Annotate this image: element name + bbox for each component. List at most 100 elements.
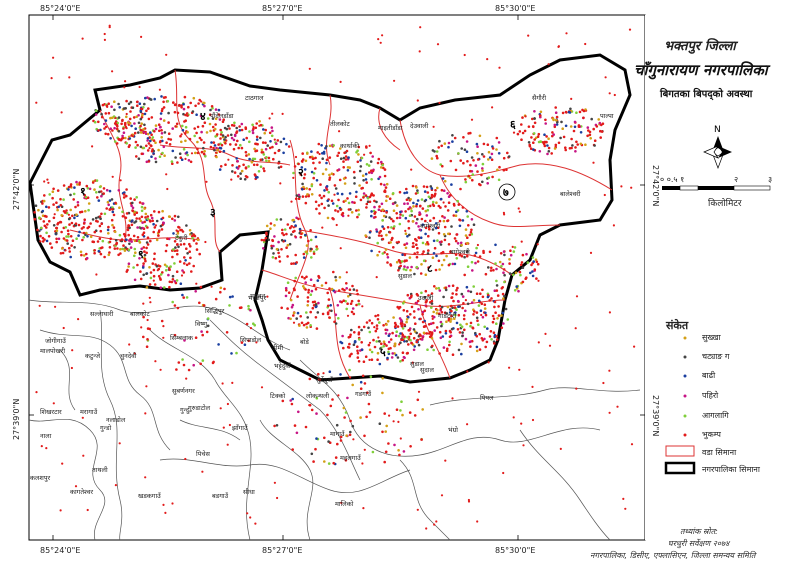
- disaster-point: [370, 171, 374, 175]
- disaster-point: [350, 211, 354, 214]
- disaster-point: [423, 190, 427, 193]
- disaster-point: [292, 314, 295, 317]
- disaster-point: [439, 206, 442, 209]
- disaster-point: [557, 45, 560, 49]
- disaster-point: [433, 329, 437, 332]
- disaster-point: [335, 423, 339, 427]
- disaster-point: [411, 220, 415, 223]
- disaster-point: [162, 119, 166, 122]
- disaster-point: [438, 101, 441, 104]
- disaster-point: [502, 156, 506, 160]
- disaster-point: [252, 322, 255, 326]
- disaster-point: [356, 345, 359, 349]
- disaster-point: [476, 243, 479, 247]
- disaster-point: [145, 160, 149, 164]
- disaster-point: [430, 157, 434, 160]
- disaster-point: [382, 227, 386, 230]
- disaster-point: [376, 318, 380, 321]
- disaster-point: [495, 284, 499, 287]
- disaster-point: [91, 240, 94, 243]
- disaster-point: [228, 304, 231, 307]
- disaster-point: [374, 329, 378, 333]
- disaster-point: [334, 209, 337, 212]
- disaster-point: [383, 190, 386, 193]
- disaster-point: [76, 204, 80, 207]
- disaster-point: [551, 131, 554, 134]
- disaster-point: [136, 226, 139, 229]
- disaster-point: [111, 116, 114, 119]
- disaster-point: [48, 219, 51, 223]
- disaster-point: [382, 214, 386, 218]
- disaster-point: [427, 249, 430, 252]
- disaster-point: [289, 298, 293, 302]
- disaster-point: [418, 228, 422, 232]
- disaster-point: [532, 141, 535, 144]
- disaster-point: [392, 316, 395, 319]
- disaster-point: [247, 339, 250, 343]
- disaster-point: [287, 291, 291, 295]
- disaster-point: [530, 263, 533, 267]
- legend-item-ward-boundary: वडा सिमाना: [702, 448, 737, 457]
- disaster-point: [275, 142, 278, 145]
- disaster-point: [139, 131, 143, 134]
- disaster-point: [203, 121, 207, 124]
- disaster-point: [497, 141, 501, 144]
- disaster-point: [415, 265, 419, 269]
- disaster-point: [161, 151, 164, 155]
- disaster-point: [409, 268, 412, 272]
- disaster-point: [78, 181, 81, 184]
- disaster-point: [171, 149, 175, 153]
- disaster-point: [110, 218, 114, 222]
- disaster-point: [410, 341, 414, 345]
- disaster-point: [369, 151, 372, 155]
- disaster-point: [435, 150, 439, 153]
- disaster-point: [171, 255, 174, 259]
- disaster-point: [455, 257, 459, 260]
- disaster-point: [326, 311, 330, 314]
- disaster-point: [461, 306, 464, 310]
- disaster-point: [496, 317, 499, 320]
- disaster-point: [333, 290, 337, 294]
- disaster-point: [422, 250, 425, 253]
- disaster-point: [95, 179, 99, 182]
- disaster-point: [364, 172, 368, 176]
- disaster-point: [409, 198, 413, 201]
- disaster-point: [366, 391, 369, 395]
- municipality-boundary: [28, 53, 632, 384]
- disaster-point: [114, 484, 117, 487]
- disaster-point: [425, 527, 428, 530]
- disaster-point: [255, 138, 259, 141]
- disaster-point: [73, 186, 76, 189]
- disaster-point: [228, 423, 231, 427]
- disaster-point: [100, 222, 103, 225]
- disaster-point: [405, 198, 409, 201]
- disaster-point: [471, 326, 475, 330]
- disaster-point: [430, 193, 434, 197]
- disaster-point: [512, 131, 516, 134]
- disaster-point: [151, 219, 154, 223]
- disaster-point: [143, 257, 147, 261]
- disaster-point: [527, 141, 531, 144]
- disaster-point: [479, 183, 482, 187]
- disaster-point: [141, 266, 145, 269]
- disaster-point: [156, 269, 159, 272]
- disaster-point: [146, 226, 149, 229]
- disaster-point: [415, 204, 418, 208]
- disaster-point: [359, 165, 363, 168]
- disaster-point: [357, 213, 361, 216]
- disaster-point: [376, 241, 380, 245]
- disaster-point: [361, 186, 365, 190]
- disaster-point: [366, 200, 370, 203]
- disaster-point: [473, 254, 477, 257]
- disaster-point: [140, 215, 144, 219]
- disaster-point: [182, 147, 186, 151]
- disaster-point: [435, 154, 439, 158]
- disaster-point: [381, 219, 384, 222]
- disaster-point: [327, 440, 330, 443]
- disaster-point: [159, 368, 162, 371]
- disaster-point: [437, 286, 441, 290]
- disaster-point: [325, 188, 329, 191]
- disaster-point: [440, 263, 444, 267]
- disaster-point: [434, 189, 437, 192]
- disaster-point: [351, 424, 355, 428]
